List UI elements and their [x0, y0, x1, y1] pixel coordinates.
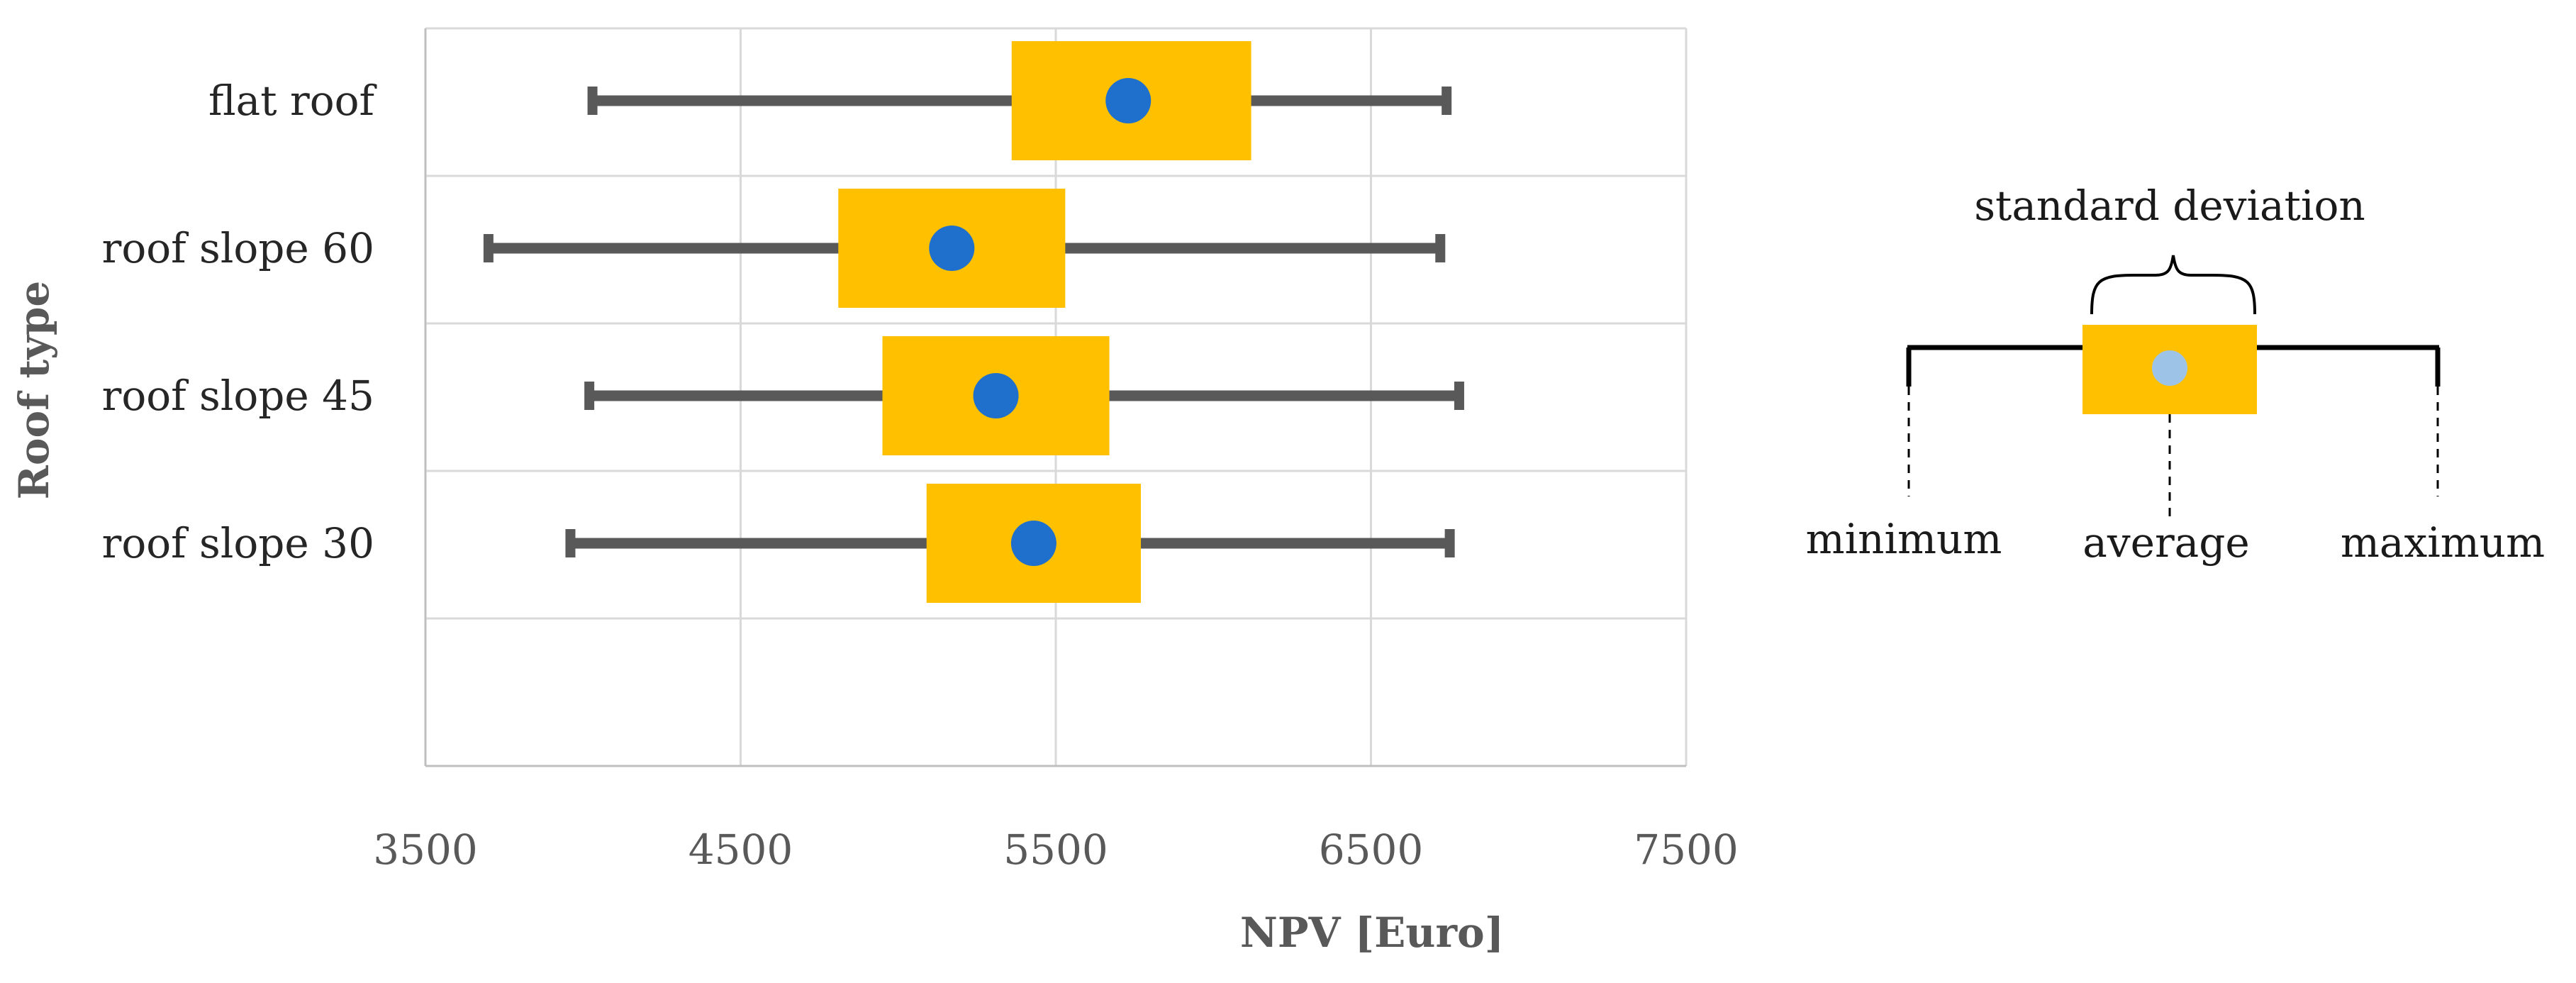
category-label: roof slope 60 — [102, 224, 374, 272]
category-label: flat roof — [208, 77, 377, 125]
category-labels: flat roof roof slope 60 roof slope 45 roof … — [102, 77, 377, 567]
category-label: roof slope 30 — [102, 519, 374, 567]
x-tick-label: 6500 — [1319, 826, 1424, 874]
legend-brace — [2090, 255, 2256, 315]
plot-area — [424, 28, 1686, 767]
mean-dot — [1105, 78, 1152, 123]
x-tick-label: 5500 — [1003, 826, 1108, 874]
mean-dot — [929, 226, 975, 271]
x-tick-label: 7500 — [1634, 826, 1739, 874]
x-tick-label: 3500 — [373, 826, 478, 874]
legend-average-dot — [2152, 350, 2187, 386]
data-marks — [483, 41, 1464, 603]
legend-average-label: average — [2082, 518, 2249, 567]
x-axis-title: NPV [Euro] — [1240, 909, 1504, 957]
x-tick-label: 4500 — [688, 826, 793, 874]
legend-diagram: standard deviation minimum average maxim… — [1806, 182, 2546, 567]
mean-dot — [973, 373, 1019, 418]
x-tick-labels: 3500 4500 5500 6500 7500 — [373, 826, 1739, 874]
legend-maximum-label: maximum — [2341, 518, 2545, 567]
mean-dot — [1010, 521, 1056, 566]
legend-standard-deviation-label: standard deviation — [1974, 182, 2365, 230]
category-label: roof slope 45 — [102, 372, 374, 420]
y-axis-title: Roof type — [10, 281, 58, 500]
legend-minimum-label: minimum — [1806, 515, 2002, 563]
